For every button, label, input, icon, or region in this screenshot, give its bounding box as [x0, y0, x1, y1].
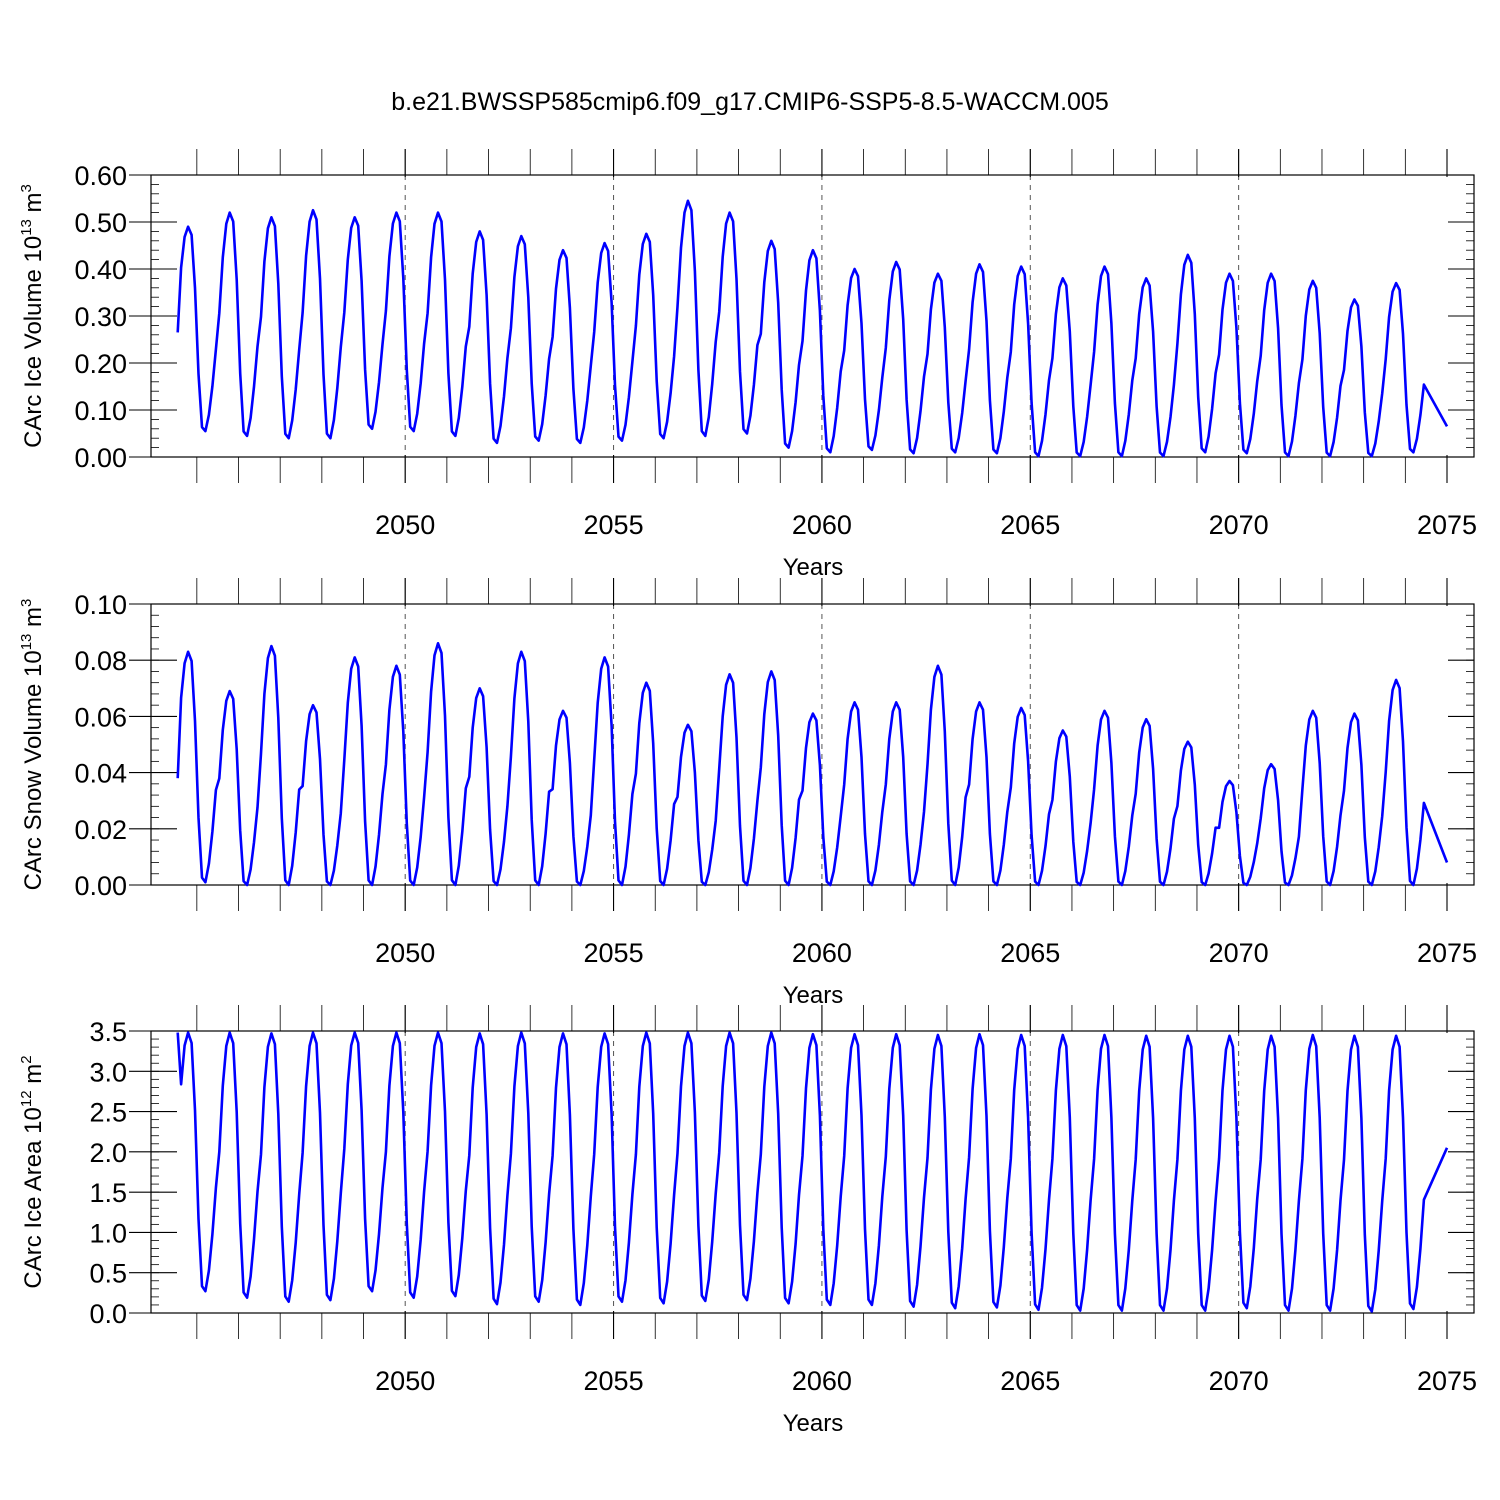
series-line-snow-volume: [176, 642, 1449, 887]
y-axis-label-unit: m: [20, 1064, 47, 1091]
x-tick-label: 2065: [1000, 938, 1060, 968]
x-tick-label: 2060: [792, 938, 852, 968]
x-tick-label: 2050: [375, 1366, 435, 1396]
y-axis-label-exponent: 13: [18, 219, 35, 236]
panel-ice-area: 0.0 0.5 1.0 1.5 2.0 2.5 3.0 3.5 2050 2055 2060 2065…: [18, 1005, 1477, 1437]
y-tick-label: 0.30: [74, 302, 127, 332]
y-tick-label: 0.40: [74, 255, 127, 285]
y-tick-label: 1.0: [89, 1218, 127, 1248]
x-tick-label: 2065: [1000, 510, 1060, 540]
x-tick-label: 2075: [1417, 1366, 1477, 1396]
y-axis-label: CArc Ice Volume 1013 m3: [18, 184, 47, 448]
panel-ice-volume: 0.00 0.10 0.20 0.30 0.40 0.50 0.60 2050 2055 2060…: [18, 149, 1477, 581]
x-axis-label: Years: [783, 982, 844, 1009]
y-tick-label: 0.50: [74, 208, 127, 238]
plot-frame: [150, 1030, 1475, 1314]
y-tick-label: 0.5: [89, 1259, 127, 1289]
x-tick-label: 2050: [375, 510, 435, 540]
y-axis-label-text: CArc Snow Volume 10: [20, 650, 47, 890]
plot-frame: [150, 174, 1475, 458]
x-axis-label: Years: [783, 1410, 844, 1437]
panel-snow-volume: 0.00 0.02 0.04 0.06 0.08 0.10 2050 2055 2060 2065…: [18, 578, 1477, 1009]
y-tick-label: 0.00: [74, 871, 127, 901]
x-axis-label: Years: [783, 554, 844, 581]
y-tick-label: 2.5: [89, 1098, 127, 1128]
y-tick-label: 3.5: [89, 1017, 127, 1047]
y-tick-label: 1.5: [89, 1178, 127, 1208]
series-line-ice-area: [176, 1031, 1449, 1313]
x-tick-label: 2055: [584, 1366, 644, 1396]
y-axis-label-text: CArc Ice Area 10: [20, 1107, 47, 1288]
series-line-ice-volume: [176, 199, 1449, 458]
y-axis-label: CArc Ice Area 1012 m2: [18, 1055, 47, 1288]
y-axis-label-unit-power: 3: [18, 599, 35, 607]
x-tick-label: 2060: [792, 510, 852, 540]
x-tick-label: 2075: [1417, 938, 1477, 968]
y-axis-label-unit: m: [20, 192, 47, 219]
y-tick-label: 0.08: [74, 646, 127, 676]
y-axis-label-text: CArc Ice Volume 10: [20, 236, 47, 448]
y-tick-label: 0.00: [74, 443, 127, 473]
y-tick-label: 0.04: [74, 759, 127, 789]
x-tick-label: 2065: [1000, 1366, 1060, 1396]
x-tick-label: 2055: [584, 938, 644, 968]
y-axis-label-unit-power: 3: [18, 184, 35, 192]
x-tick-label: 2055: [584, 510, 644, 540]
x-tick-label: 2070: [1209, 1366, 1269, 1396]
x-tick-label: 2050: [375, 938, 435, 968]
y-axis-label-unit: m: [20, 607, 47, 634]
y-tick-label: 0.10: [74, 396, 127, 426]
y-axis-label-unit-power: 2: [18, 1055, 35, 1063]
x-tick-label: 2060: [792, 1366, 852, 1396]
y-axis-label-exponent: 12: [18, 1090, 35, 1107]
plot-frame: [150, 603, 1475, 886]
figure-title: b.e21.BWSSP585cmip6.f09_g17.CMIP6-SSP5-8…: [391, 88, 1108, 116]
y-axis-label-exponent: 13: [18, 634, 35, 651]
x-tick-label: 2070: [1209, 938, 1269, 968]
y-tick-label: 0.02: [74, 815, 127, 845]
y-tick-label: 3.0: [89, 1057, 127, 1087]
y-tick-label: 0.20: [74, 349, 127, 379]
y-axis-label: CArc Snow Volume 1013 m3: [18, 599, 47, 891]
panels: 0.00 0.10 0.20 0.30 0.40 0.50 0.60 2050 2055 2060…: [18, 149, 1477, 1437]
y-tick-label: 0.10: [74, 590, 127, 620]
y-tick-label: 0.60: [74, 161, 127, 191]
y-tick-label: 2.0: [89, 1138, 127, 1168]
y-tick-label: 0.06: [74, 702, 127, 732]
x-tick-label: 2070: [1209, 510, 1269, 540]
y-tick-label: 0.0: [89, 1299, 127, 1329]
x-tick-label: 2075: [1417, 510, 1477, 540]
